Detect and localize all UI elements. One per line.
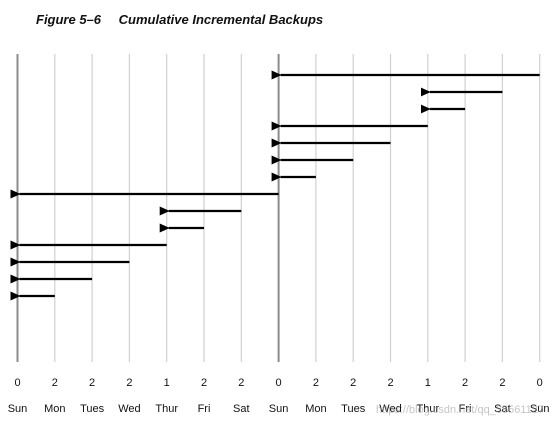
backup-level-label: 2 bbox=[52, 377, 58, 389]
backup-level-label: 1 bbox=[164, 377, 170, 389]
figure-number: Figure 5–6 bbox=[36, 12, 102, 27]
day-label: Mon bbox=[44, 403, 65, 415]
backup-level-label: 2 bbox=[238, 377, 244, 389]
backup-level-label: 2 bbox=[126, 377, 132, 389]
backup-level-label: 2 bbox=[499, 377, 505, 389]
backup-level-label: 2 bbox=[462, 377, 468, 389]
day-label: Sun bbox=[8, 403, 28, 415]
backup-level-label: 2 bbox=[350, 377, 356, 389]
day-label: Sun bbox=[530, 403, 550, 415]
figure-title: Figure 5–6 Cumulative Incremental Backup… bbox=[36, 12, 323, 27]
backup-level-label: 0 bbox=[537, 377, 543, 389]
day-label: Tues bbox=[80, 403, 105, 415]
watermark: https://blog.csdn.net/qq_35561127 bbox=[376, 404, 544, 416]
backup-level-label: 2 bbox=[201, 377, 207, 389]
day-label: Mon bbox=[305, 403, 326, 415]
day-label: Sun bbox=[269, 403, 289, 415]
day-label: Sat bbox=[494, 403, 511, 415]
backup-level-label: 2 bbox=[387, 377, 393, 389]
figure-caption: Cumulative Incremental Backups bbox=[118, 12, 324, 27]
backup-level-label: 0 bbox=[276, 377, 282, 389]
day-label: Fri bbox=[198, 403, 211, 415]
backup-level-label: 1 bbox=[425, 377, 431, 389]
backup-level-label: 2 bbox=[89, 377, 95, 389]
day-label: Thur bbox=[155, 403, 178, 415]
backup-level-label: 2 bbox=[313, 377, 319, 389]
day-label: Sat bbox=[233, 403, 250, 415]
day-label: Tues bbox=[341, 403, 366, 415]
day-label: Wed bbox=[118, 403, 140, 415]
backup-level-label: 0 bbox=[14, 377, 20, 389]
day-label: Wed bbox=[379, 403, 401, 415]
day-label: Fri bbox=[459, 403, 472, 415]
day-label: Thur bbox=[416, 403, 439, 415]
